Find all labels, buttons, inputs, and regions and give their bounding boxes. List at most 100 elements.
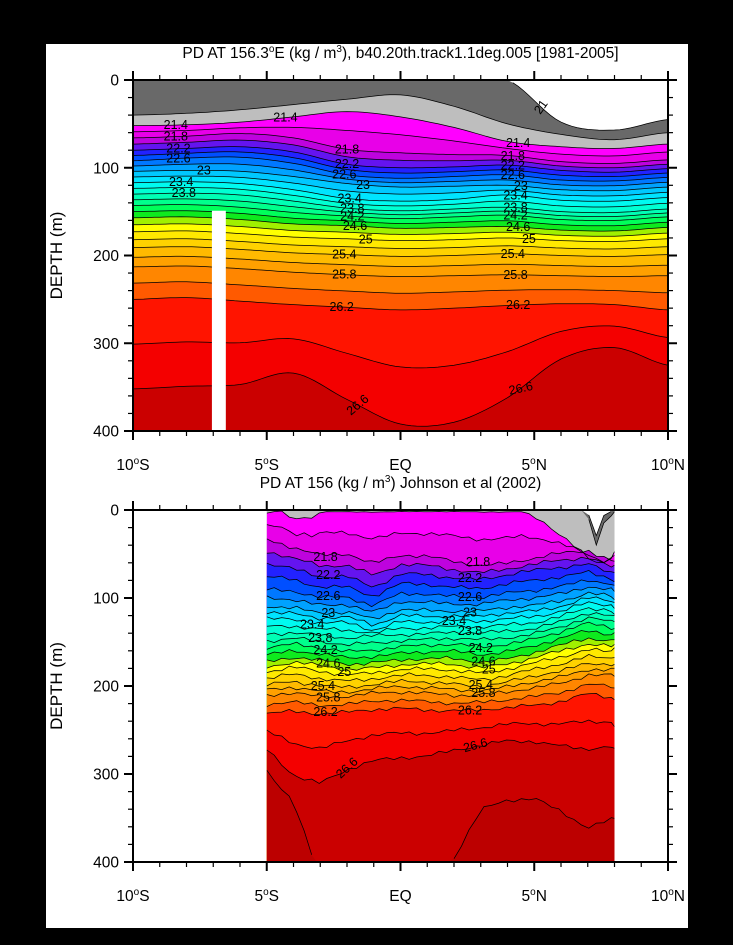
contour-label-23: 23 (321, 606, 335, 620)
contour-label-23.4: 23.4 (338, 192, 362, 206)
contour-label-21.4: 21.4 (506, 136, 530, 150)
contour-26.4 (266, 719, 615, 749)
contour-24.8 (266, 643, 615, 672)
contour-label-21.8: 21.8 (466, 555, 490, 569)
contour-label-23.8: 23.8 (172, 186, 196, 200)
contour-label-21.8: 21.8 (335, 142, 359, 156)
contour-label-26.2: 26.2 (329, 300, 353, 314)
contour-25.6 (266, 667, 615, 694)
contour-24.2 (266, 621, 615, 653)
contour-label-23.4: 23.4 (442, 614, 466, 628)
contour-23.8 (133, 192, 668, 214)
depth-axis-title: DEPTH (m) (47, 642, 66, 730)
observation-section: 21.822.222.62323.423.824.224.62525.425.8… (47, 474, 685, 905)
axis-ticks (124, 501, 677, 871)
contour-label-26.6: 26.6 (462, 735, 489, 755)
contour-21.2 (133, 94, 668, 141)
contour-label-23: 23 (463, 606, 477, 620)
contour-label-25.4: 25.4 (311, 679, 335, 693)
contour-label-21.4: 21.4 (273, 111, 297, 125)
contour-label-24.2: 24.2 (503, 208, 527, 222)
contour-label-22.2: 22.2 (166, 142, 190, 156)
contour-lines (266, 510, 615, 859)
contour-label-25: 25 (359, 233, 373, 247)
contour-label-23.4: 23.4 (300, 617, 324, 631)
contour-21.6 (133, 126, 668, 157)
contour-26.2 (266, 693, 615, 715)
contour-21.4 (133, 111, 668, 149)
contour-22.6 (266, 579, 615, 608)
contour-25.4 (266, 663, 615, 689)
contour-label-21.8: 21.8 (313, 550, 337, 564)
contour-22.6 (133, 156, 668, 182)
contour-label-23.4: 23.4 (169, 175, 193, 189)
contour-25.2 (266, 653, 615, 682)
contour-label-23.8: 23.8 (458, 624, 482, 638)
y-tick-label: 100 (93, 591, 119, 608)
x-tick-label: EQ (389, 457, 411, 474)
contour-label-22.2: 22.2 (316, 568, 340, 582)
contour-24.2 (133, 204, 668, 221)
contour-24.0 (133, 198, 668, 217)
contour-label-24.2: 24.2 (340, 209, 364, 223)
x-tick-label: 10oS (116, 887, 149, 905)
contour-label-22.2: 22.2 (458, 571, 482, 585)
missing-data-mask (211, 210, 226, 431)
contour-23.8 (266, 612, 615, 640)
observation-section-data-area: 21.822.222.62323.423.824.224.62525.425.8… (266, 510, 615, 862)
contour-26.0 (266, 683, 615, 708)
x-tick-label: EQ (389, 888, 411, 905)
contour-25.0 (266, 647, 615, 676)
x-tick-label: 5oN (522, 887, 547, 905)
contour-label-23: 23 (514, 179, 528, 193)
contour-label-22.6: 22.6 (166, 151, 190, 165)
contour-21.6 (266, 524, 615, 563)
axis-ticks (124, 71, 677, 440)
contour-label-25.8: 25.8 (316, 690, 340, 704)
contour-label-21.8: 21.8 (501, 149, 525, 163)
y-tick-label: 0 (110, 503, 119, 520)
contour-23.6 (133, 187, 668, 208)
y-tick-label: 200 (93, 679, 119, 696)
y-tick-label: 400 (93, 855, 119, 872)
density-bands (266, 510, 615, 862)
x-tick-label: 5oS (254, 887, 279, 905)
contour-label-23: 23 (356, 178, 370, 192)
x-tick-label: 10oN (651, 456, 685, 474)
x-tick-label: 10oN (651, 887, 685, 905)
contour-21.8 (133, 133, 668, 164)
contour-22.2 (133, 146, 668, 173)
contour-label-23.8: 23.8 (503, 201, 527, 215)
band-26.6 (133, 347, 668, 431)
contour-25.8 (266, 673, 615, 699)
contour-label-22.2: 22.2 (501, 158, 525, 172)
depth-axis-title: DEPTH (m) (47, 212, 66, 300)
contour-label-23.8: 23.8 (308, 631, 332, 645)
contour-23.2 (133, 175, 668, 197)
contour-label-22.6: 22.6 (332, 167, 356, 181)
contour-label-25: 25 (522, 232, 536, 246)
contour-label-24.2: 24.2 (469, 641, 493, 655)
x-tick-label: 10oS (116, 456, 149, 474)
contour-24.0 (266, 616, 615, 647)
contour-22.4 (266, 569, 615, 597)
model-section-data-area: 2121.421.822.222.62323.423.821.421.822.2… (133, 80, 668, 431)
contour-label-26.6: 26.6 (508, 379, 535, 398)
contour-23.4 (266, 601, 615, 631)
contour-label-22.6: 22.6 (501, 168, 525, 182)
contour-21.8 (266, 538, 615, 567)
contour-label-25: 25 (482, 662, 496, 676)
contour-label-22.6: 22.6 (458, 590, 482, 604)
contour-23.4 (133, 181, 668, 202)
y-tick-label: 400 (93, 424, 119, 441)
contour-labels: 21.822.222.62323.423.824.224.62525.425.8… (300, 550, 496, 781)
contour-label-25.8: 25.8 (503, 268, 527, 282)
contour-21.0 (512, 82, 668, 131)
contour-label-25.8: 25.8 (332, 268, 356, 282)
contour-label-24.6: 24.6 (506, 220, 530, 234)
contour-label-25.4: 25.4 (501, 247, 525, 261)
contour-22.8 (266, 586, 615, 612)
contour-26.8 (266, 769, 615, 859)
